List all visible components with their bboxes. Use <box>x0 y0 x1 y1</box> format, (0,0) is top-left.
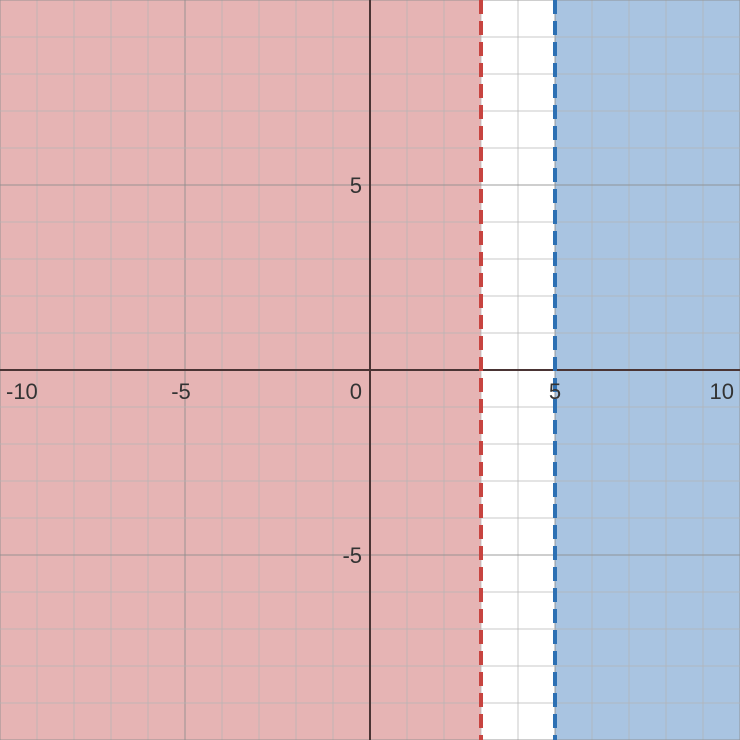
boundary-lines <box>479 0 557 740</box>
tick-labels: -10 -5 0 5 10 5 -5 <box>6 173 734 568</box>
x-tick-label: 0 <box>350 379 362 404</box>
x-tick-label: -10 <box>6 379 38 404</box>
x-tick-label: 10 <box>710 379 734 404</box>
y-tick-label: -5 <box>342 543 362 568</box>
y-tick-label: 5 <box>350 173 362 198</box>
x-tick-label: 5 <box>549 379 561 404</box>
x-tick-label: -5 <box>171 379 191 404</box>
